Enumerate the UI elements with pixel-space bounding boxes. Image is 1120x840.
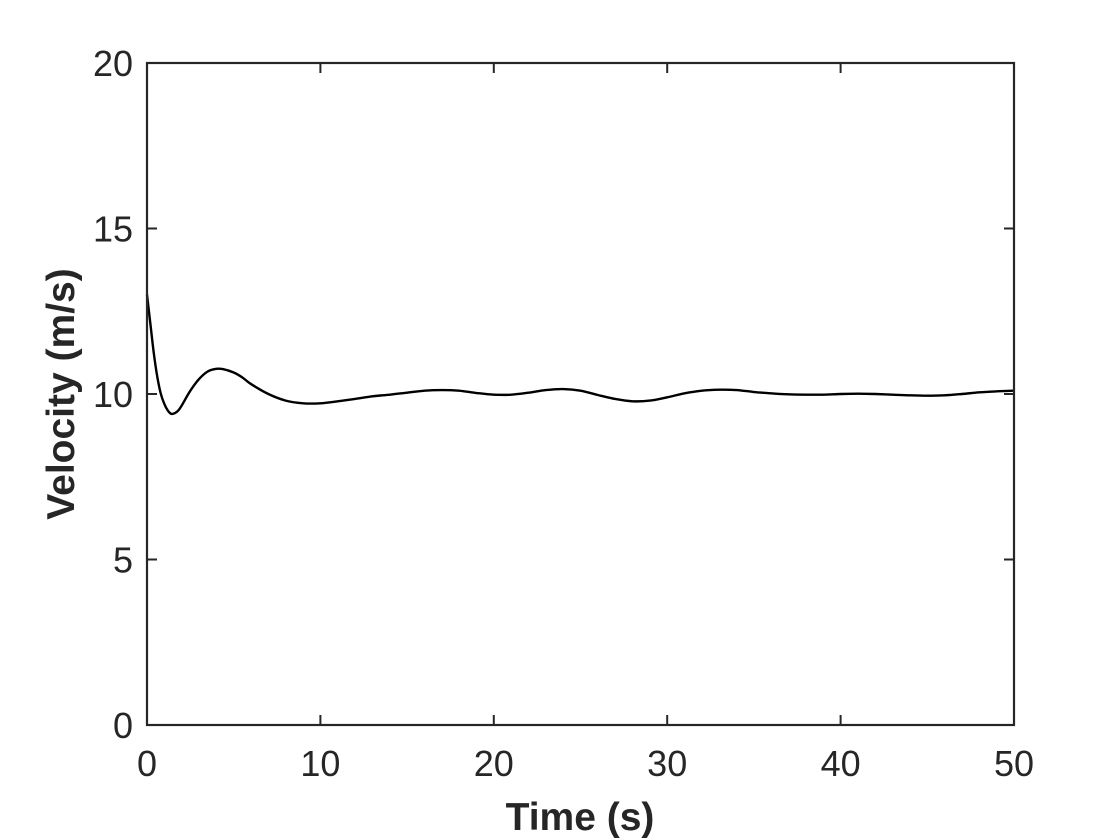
y-tick-label: 5 (113, 540, 133, 581)
x-axis-label: Time (s) (506, 796, 655, 839)
y-tick-label: 15 (93, 209, 133, 250)
x-tick-label: 10 (300, 743, 340, 784)
axes-box (145, 61, 1016, 727)
y-axis-label: Velocity (m/s) (40, 268, 83, 519)
x-tick-label: 30 (647, 743, 687, 784)
x-tick-label: 40 (821, 743, 861, 784)
y-tick-label: 10 (93, 374, 133, 415)
x-tick-labels: 0 10 20 30 40 50 (137, 743, 1034, 784)
y-tick-labels: 0 5 10 15 20 (93, 43, 133, 746)
x-tick-label: 20 (474, 743, 514, 784)
x-tick-label: 50 (994, 743, 1034, 784)
y-tick-label: 0 (113, 705, 133, 746)
velocity-line (145, 294, 1015, 416)
series-layer (145, 294, 1015, 416)
y-tick-label: 20 (93, 43, 133, 84)
x-tick-label: 0 (137, 743, 157, 784)
